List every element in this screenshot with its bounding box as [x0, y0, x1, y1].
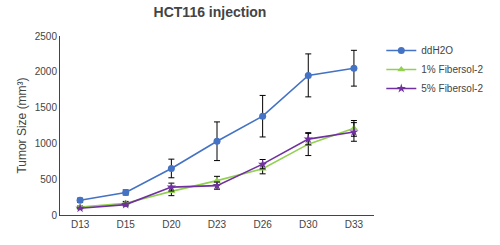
svg-text:D15: D15 — [117, 219, 136, 230]
svg-text:Tumor Size (mm³): Tumor Size (mm³) — [15, 77, 29, 173]
svg-text:1% Fibersol-2: 1% Fibersol-2 — [421, 64, 483, 75]
svg-text:D30: D30 — [299, 219, 318, 230]
svg-text:D13: D13 — [71, 219, 90, 230]
svg-text:2500: 2500 — [35, 31, 58, 42]
svg-text:HCT116 injection: HCT116 injection — [154, 4, 267, 20]
svg-text:D20: D20 — [162, 219, 181, 230]
svg-text:D23: D23 — [208, 219, 227, 230]
svg-text:1000: 1000 — [35, 138, 58, 149]
svg-text:D33: D33 — [345, 219, 364, 230]
svg-text:500: 500 — [40, 174, 57, 185]
svg-text:5% Fibersol-2: 5% Fibersol-2 — [421, 83, 483, 94]
svg-text:2000: 2000 — [35, 66, 58, 77]
svg-text:ddH2O: ddH2O — [421, 45, 453, 56]
svg-text:0: 0 — [51, 210, 57, 221]
svg-text:D26: D26 — [253, 219, 272, 230]
svg-text:1500: 1500 — [35, 102, 58, 113]
